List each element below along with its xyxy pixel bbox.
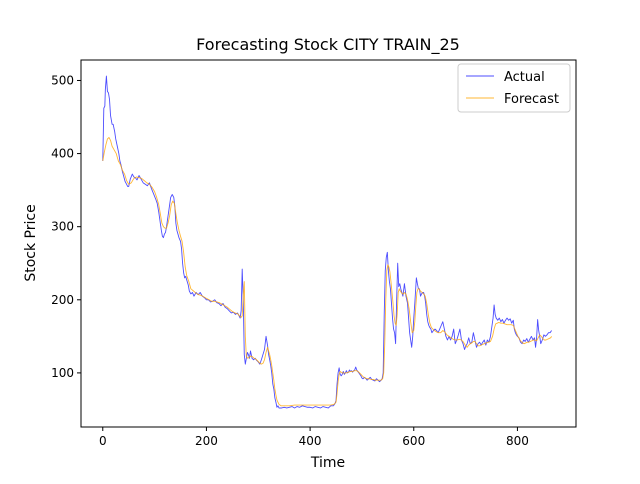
x-tick-label: 0 (99, 434, 107, 448)
x-tick-label: 200 (195, 434, 218, 448)
x-axis-label: Time (310, 455, 345, 471)
y-axis: 100 200 300 400 500 (51, 73, 81, 380)
y-tick-label: 100 (51, 366, 74, 380)
y-axis-label: Stock Price (23, 204, 39, 281)
x-tick-label: 400 (299, 434, 322, 448)
legend-label-forecast: Forecast (504, 92, 559, 107)
y-tick-label: 200 (51, 293, 74, 307)
series-layer (102, 75, 553, 409)
x-tick-label: 800 (506, 434, 529, 448)
chart-title: Forecasting Stock CITY TRAIN_25 (196, 35, 460, 55)
y-tick-label: 300 (51, 220, 74, 234)
y-tick-label: 500 (51, 73, 74, 87)
plot-frame (80, 59, 577, 428)
series-line-forecast (102, 137, 553, 407)
legend: Actual Forecast (457, 63, 571, 113)
x-tick-label: 600 (402, 434, 425, 448)
x-axis: 0 200 400 600 800 (99, 427, 529, 448)
legend-label-actual: Actual (504, 70, 545, 85)
y-tick-label: 400 (51, 147, 74, 161)
